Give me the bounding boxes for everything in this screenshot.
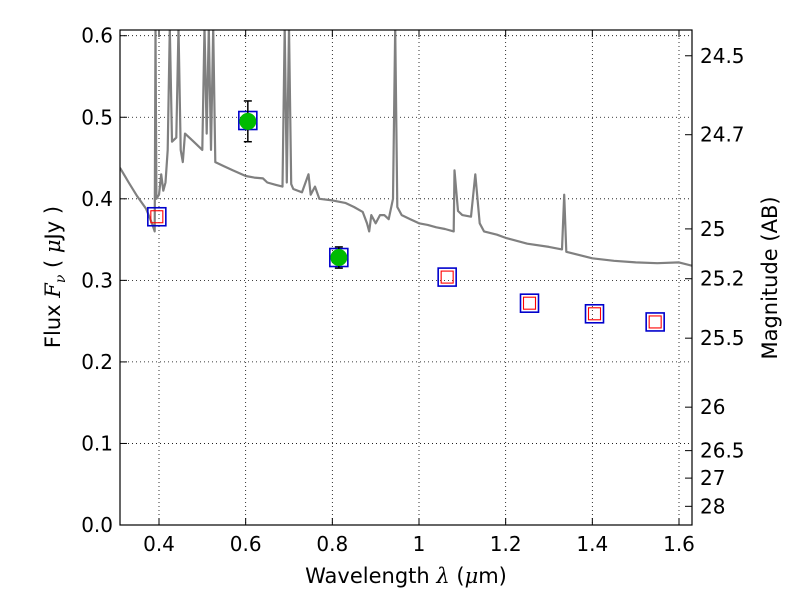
x-axis-label: Wavelength λ (μm)	[305, 564, 507, 588]
upper-limit-marker	[150, 210, 164, 224]
y-tick-label: 0.4	[81, 187, 113, 211]
y2-tick-label: 28	[700, 494, 725, 518]
y2-tick-label: 24.7	[700, 123, 745, 147]
y2-axis-label: Magnitude (AB)	[758, 196, 782, 359]
upper-limit-marker	[440, 270, 454, 284]
spectrum-line	[120, 30, 692, 267]
y-axis-label: Flux Fν ( μJy )	[41, 206, 69, 348]
x-tick-label: 0.4	[143, 532, 175, 556]
plot-frame	[119, 29, 693, 526]
plot-area	[120, 30, 692, 332]
y2-tick-label: 26.5	[700, 439, 745, 463]
y2-tick-label: 25.5	[700, 326, 745, 350]
x-tick-label: 1.6	[663, 532, 695, 556]
x-tick-label: 0.6	[230, 532, 262, 556]
x-tick-label: 0.8	[316, 532, 348, 556]
y2-tick-label: 26	[700, 395, 725, 419]
upper-limit-marker	[648, 315, 662, 329]
y2-tick-label: 24.5	[700, 44, 745, 68]
model-flux-marker	[519, 293, 540, 313]
y2-tick-label: 25.2	[700, 267, 745, 291]
y-tick-label: 0.1	[81, 431, 113, 455]
y-tick-label: 0.5	[81, 105, 113, 129]
y-tick-label: 0.6	[81, 24, 113, 48]
y-tick-label: 0.2	[81, 350, 113, 374]
y-tick-label: 0.0	[81, 513, 113, 537]
x-tick-label: 1	[413, 532, 426, 556]
upper-limit-marker	[522, 296, 537, 310]
observed-flux-marker	[239, 112, 257, 130]
x-tick-label: 1.2	[490, 532, 522, 556]
observed-flux-marker	[330, 249, 348, 267]
ticks: 0.4 0.6 0.8 1 1.2 1.4 1.6 0.0 0.1 0.2 0.3 0.4 0.5 0.6…	[81, 24, 744, 556]
model-flux-marker	[645, 312, 665, 332]
y2-tick-label: 27	[700, 466, 725, 490]
x-tick-label: 1.4	[576, 532, 608, 556]
y-tick-label: 0.3	[81, 268, 113, 292]
model-flux-marker	[147, 206, 167, 227]
model-flux-marker	[437, 267, 457, 287]
model-flux-marker	[584, 303, 605, 324]
upper-limit-marker	[587, 307, 602, 321]
y2-tick-label: 25	[700, 217, 725, 241]
